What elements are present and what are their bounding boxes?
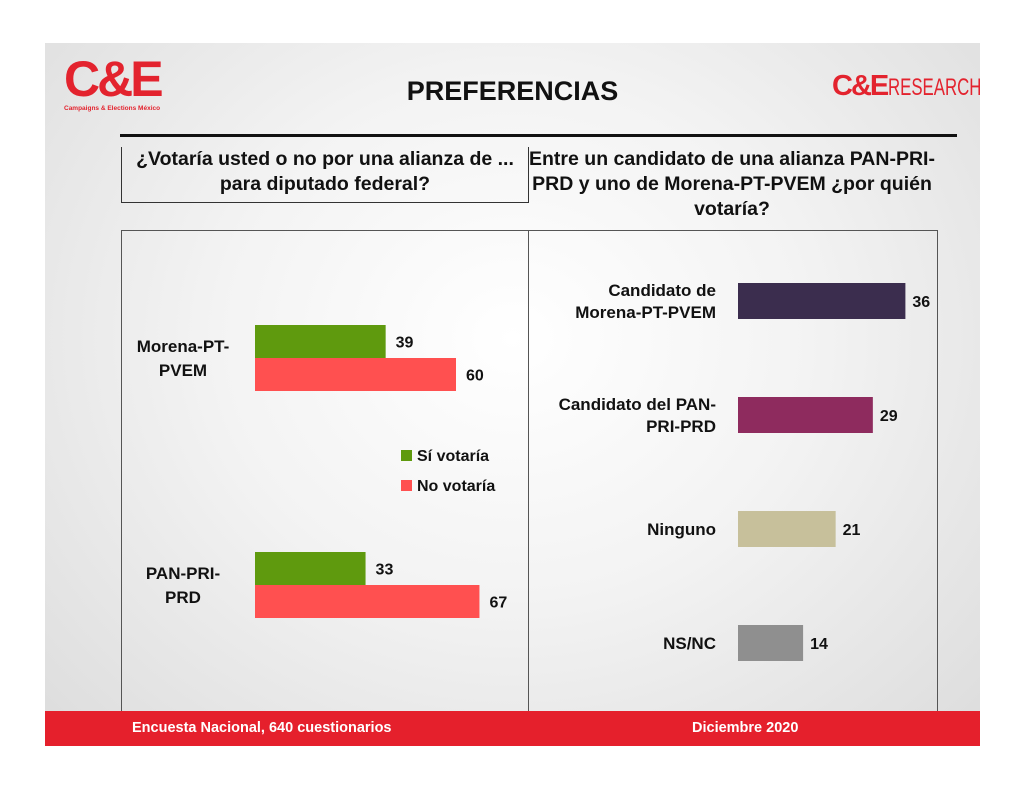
slide: C&E Campaigns & Elections México PREFERE… — [45, 43, 980, 746]
category-label-0: Candidato de — [608, 281, 716, 300]
right-chart: 36 Candidato de Morena-PT-PVEM 29 Candidato … — [559, 281, 930, 661]
bar-label-1-1: 67 — [489, 595, 507, 612]
bar-0 — [738, 283, 906, 319]
bar-1-1 — [255, 585, 480, 618]
panel-divider — [528, 230, 529, 711]
bar-label-0-1: 60 — [466, 368, 484, 385]
ce-logo: C&E Campaigns & Elections México — [64, 54, 164, 112]
ce-research-logo-research: RESEARCH — [888, 74, 980, 101]
bar-1 — [738, 397, 873, 433]
left-question: ¿Votaría usted o no por una alianza de .… — [121, 147, 529, 203]
legend-swatch-0 — [401, 450, 412, 461]
category-label-0: PVEM — [159, 361, 207, 380]
left-chart: 39 60 Morena-PT- PVEM 33 67 PAN-PRI- PRD Sí vota… — [137, 325, 507, 618]
title-divider — [120, 134, 957, 137]
ce-logo-tagline: Campaigns & Elections México — [64, 105, 161, 112]
category-label-1: PRD — [165, 588, 201, 607]
legend-swatch-1 — [401, 480, 412, 491]
bar-0-1 — [255, 358, 456, 391]
bar-2 — [738, 511, 836, 547]
footer-date: Diciembre 2020 — [692, 720, 799, 736]
bar-label-1: 29 — [880, 408, 898, 425]
bar-label-0: 36 — [912, 294, 930, 311]
ce-logo-text: C&E — [64, 51, 164, 107]
category-label-2: Ninguno — [647, 520, 716, 539]
bar-1-0 — [255, 552, 366, 585]
category-label-0: Morena-PT- — [137, 337, 230, 356]
footer-survey-note: Encuesta Nacional, 640 cuestionarios — [132, 720, 392, 736]
ce-research-logo-ce: C&E — [832, 70, 889, 102]
category-label-3: NS/NC — [663, 634, 716, 653]
bar-label-2: 21 — [843, 522, 861, 539]
bar-label-1-0: 33 — [376, 562, 394, 579]
charts-panel — [121, 230, 938, 712]
bar-label-3: 14 — [810, 636, 828, 653]
category-label-0: Morena-PT-PVEM — [575, 303, 716, 322]
footer-bar: Encuesta Nacional, 640 cuestionarios Dic… — [45, 711, 980, 746]
right-question: Entre un candidato de una alianza PAN-PR… — [529, 148, 935, 220]
ce-research-logo: C&ERESEARCH — [832, 70, 980, 103]
bar-label-0-0: 39 — [396, 335, 414, 352]
category-label-1: PRI-PRD — [646, 417, 716, 436]
legend-label-1: No votaría — [417, 478, 495, 495]
page-title: PREFERENCIAS — [406, 76, 619, 106]
category-label-1: PAN-PRI- — [146, 564, 220, 583]
bar-3 — [738, 625, 804, 661]
bar-0-0 — [255, 325, 386, 358]
legend-label-0: Sí votaría — [417, 448, 489, 465]
category-label-1: Candidato del PAN- — [559, 395, 716, 414]
